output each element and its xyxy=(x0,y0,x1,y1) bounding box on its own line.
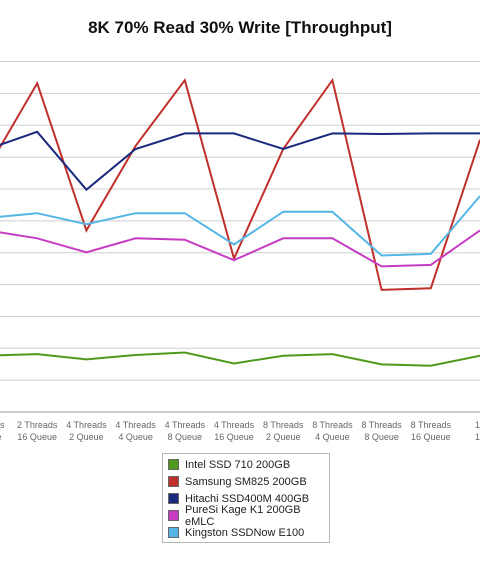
x-tick-label: Queue xyxy=(0,432,2,442)
series-line-4 xyxy=(0,195,480,257)
series-line-1 xyxy=(0,77,480,291)
series-line-2 xyxy=(0,130,480,192)
x-tick-label: 8 Queue xyxy=(364,432,399,442)
chart-title: 8K 70% Read 30% Write [Throughput] xyxy=(88,18,392,37)
legend-label: Hitachi SSD400M 400GB xyxy=(185,492,310,505)
legend: Intel SSD 710 200GB Samsung SM825 200GB Hi… xyxy=(162,453,330,543)
x-tick-label: 4 Queue xyxy=(118,432,153,442)
legend-label: PureSi Kage K1 200GB eMLC xyxy=(185,503,301,528)
legend-swatch xyxy=(168,527,179,538)
x-tick-label: 4 Threads xyxy=(214,420,255,430)
x-tick-label: 16 Queue xyxy=(214,432,254,442)
x-tick-label: 2 Queue xyxy=(69,432,104,442)
legend-item: Kingston SSDNow E100 xyxy=(163,524,329,541)
legend-swatch xyxy=(168,510,179,521)
series-lines xyxy=(0,77,480,367)
x-tick-label: 4 Threads xyxy=(66,420,107,430)
x-tick-label: 8 Threads xyxy=(411,420,452,430)
x-tick-label: 2 Queue xyxy=(266,432,301,442)
grid-lines xyxy=(0,61,480,413)
x-tick-label: 4 Threads xyxy=(165,420,206,430)
x-tick-label: 16 Queue xyxy=(411,432,451,442)
legend-swatch xyxy=(168,476,179,487)
legend-item: PureSi Kage K1 200GB eMLC xyxy=(163,504,329,528)
legend-label: Kingston SSDNow E100 xyxy=(185,526,305,539)
legend-item: Hitachi SSD400M 400GB xyxy=(163,490,329,507)
x-tick-label: 16 xyxy=(475,420,480,430)
legend-item: Intel SSD 710 200GB xyxy=(163,456,329,473)
x-tick-label: 8 Threads xyxy=(312,420,353,430)
legend-item: Samsung SM825 200GB xyxy=(163,473,329,490)
legend-swatch xyxy=(168,493,179,504)
legend-label: Intel SSD 710 200GB xyxy=(185,458,291,471)
x-tick-label: 16 Queue xyxy=(17,432,57,442)
x-tick-label: 2 Threads xyxy=(17,420,58,430)
legend-label: Samsung SM825 200GB xyxy=(185,475,307,488)
x-tick-label: 16 xyxy=(475,432,480,442)
x-tick-label: 8 Threads xyxy=(361,420,402,430)
legend-swatch xyxy=(168,459,179,470)
x-tick-label: 4 Queue xyxy=(315,432,350,442)
series-line-0 xyxy=(0,351,480,367)
x-tick-label: 8 Queue xyxy=(168,432,203,442)
series-line-3 xyxy=(0,229,480,268)
x-tick-label: 4 Threads xyxy=(115,420,156,430)
x-tick-label: Threads xyxy=(0,420,5,430)
x-tick-label: 8 Threads xyxy=(263,420,304,430)
x-tick-labels: Threads Queue 2 Threads 16 Queue 4 Threads 2 … xyxy=(0,420,480,442)
